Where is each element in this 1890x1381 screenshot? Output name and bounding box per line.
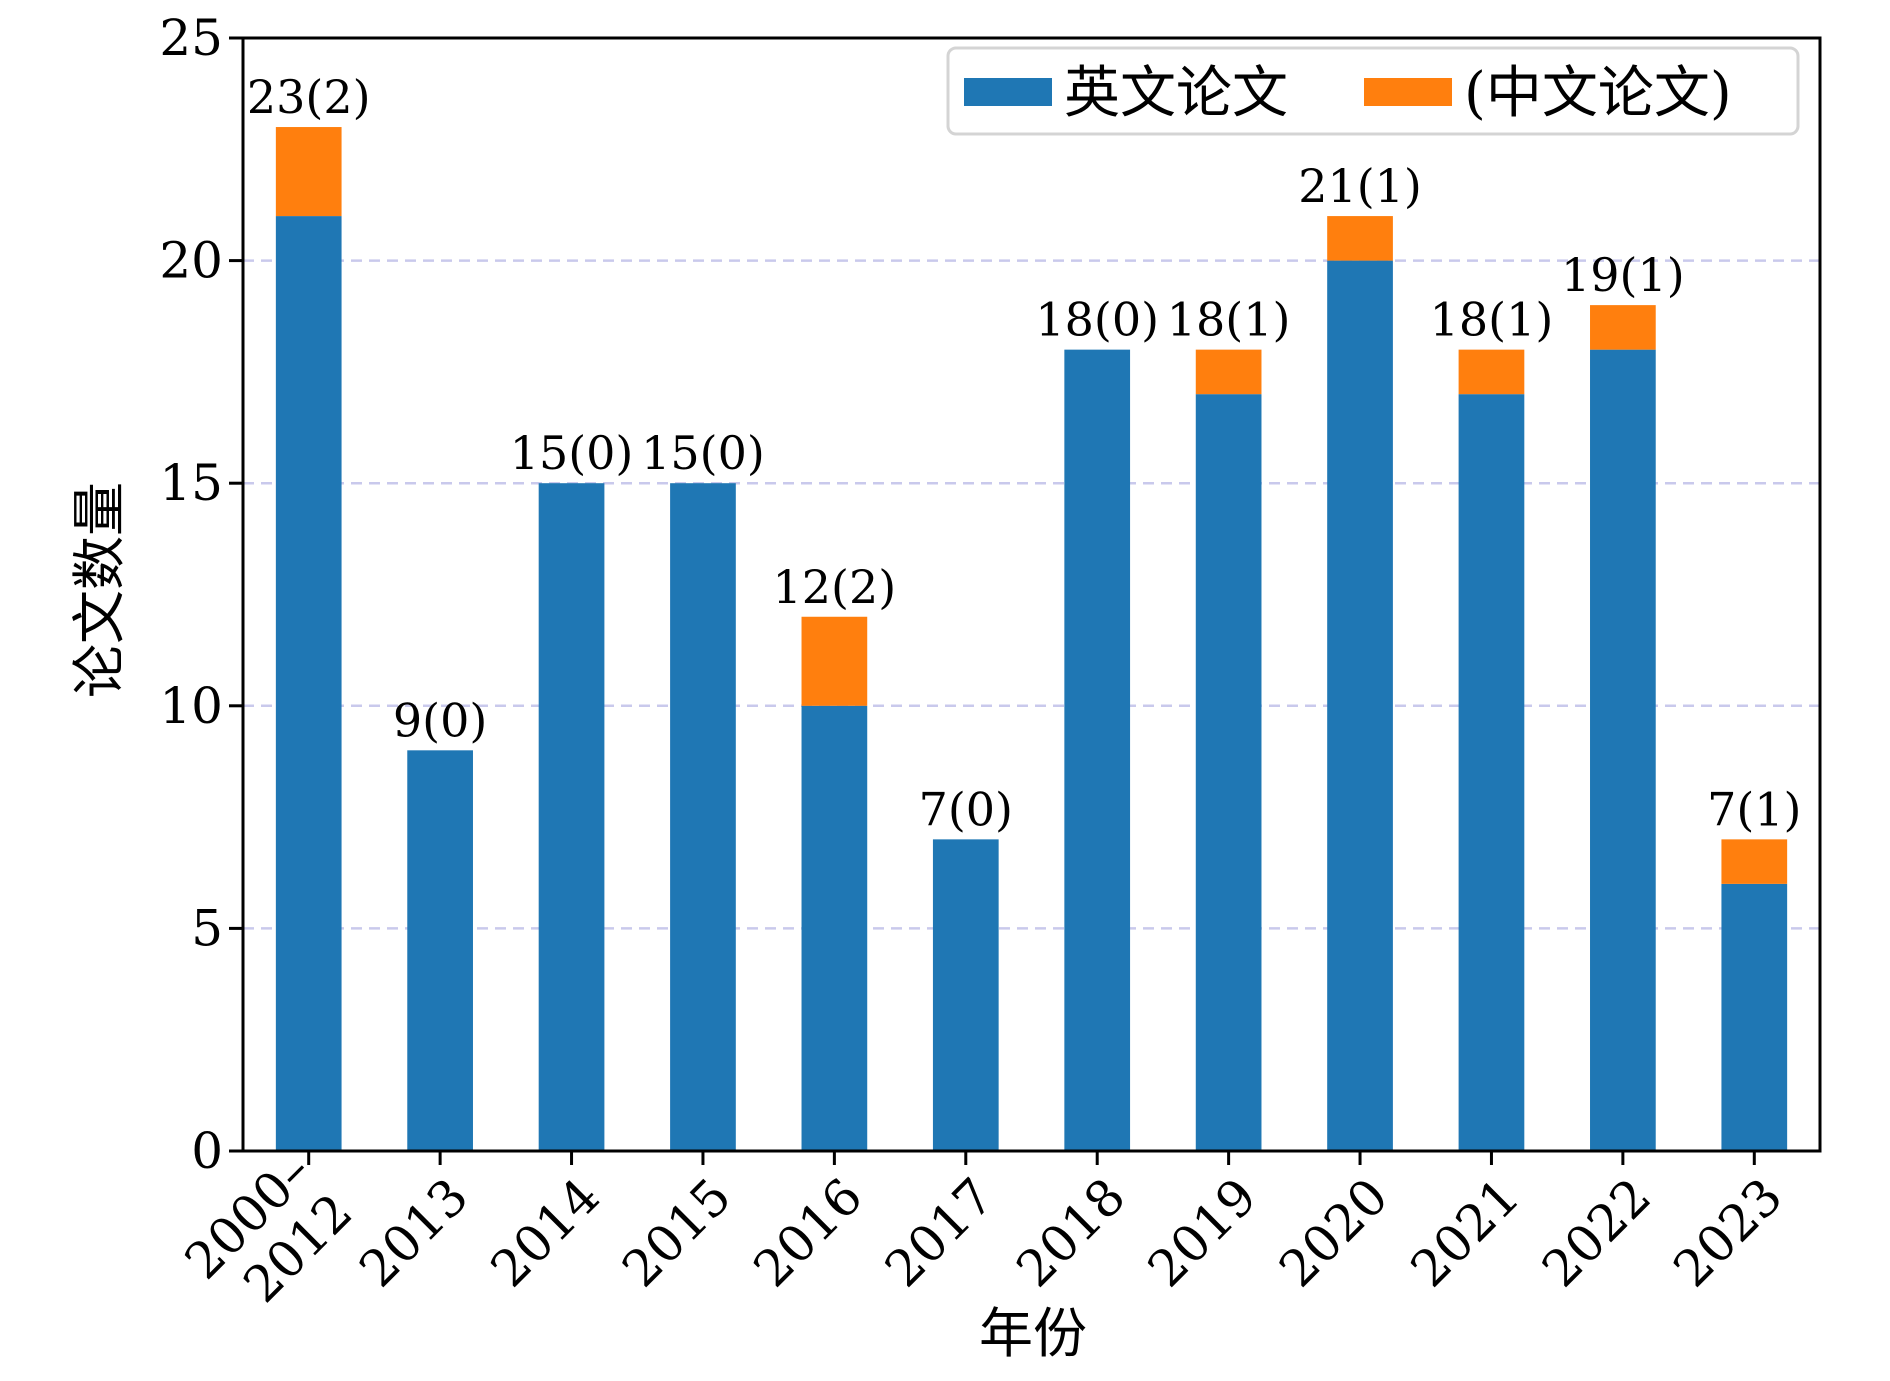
x-tick-label-line: 2013 (348, 1167, 479, 1298)
data-label: 23(2) (247, 70, 371, 124)
x-tick-label: 2019 (1137, 1167, 1268, 1298)
bar-english (932, 839, 999, 1151)
y-tick-label: 15 (159, 454, 223, 512)
bar-english (1327, 260, 1393, 1152)
data-label: 15(0) (510, 426, 634, 480)
x-tick-label: 2018 (1005, 1167, 1136, 1298)
x-tick-label-line: 2022 (1531, 1167, 1662, 1298)
bar-english (801, 705, 868, 1151)
bar-chinese (1327, 216, 1393, 261)
data-label: 12(2) (773, 560, 897, 614)
data-label: 9(0) (393, 693, 487, 747)
x-axis-title: 年份 (979, 1302, 1087, 1365)
bar-chinese (1590, 305, 1656, 350)
x-tick-label: 2014 (480, 1167, 611, 1298)
data-label: 18(1) (1167, 293, 1291, 347)
y-axis-title: 论文数量 (68, 482, 131, 698)
bar-chinese (801, 616, 868, 706)
data-label: 15(0) (641, 426, 765, 480)
bar-english (538, 483, 605, 1151)
bar-english (1590, 349, 1656, 1151)
data-label: 21(1) (1298, 159, 1422, 213)
bar-english (1064, 349, 1131, 1151)
x-tick-label: 2015 (611, 1167, 742, 1298)
x-tick-label-line: 2018 (1005, 1167, 1136, 1298)
x-tick-label-line: 2016 (743, 1167, 874, 1298)
bar-english (670, 483, 736, 1151)
legend-label: (中文论文) (1464, 61, 1732, 126)
x-tick-label-line: 2023 (1663, 1167, 1794, 1298)
plot-frame (241, 36, 1822, 1153)
legend-swatch (1364, 78, 1452, 106)
x-tick-label: 2020 (1268, 1167, 1399, 1298)
data-label: 19(1) (1561, 248, 1685, 302)
bar-chinese (275, 127, 342, 217)
x-tick-label: 2017 (874, 1167, 1005, 1298)
y-tick-label: 25 (159, 9, 223, 67)
bar-english (275, 216, 342, 1151)
y-tick-label: 10 (159, 677, 223, 735)
data-label: 18(1) (1430, 293, 1554, 347)
x-tick-label-line: 2021 (1400, 1167, 1531, 1298)
x-tick-label-line: 2020 (1268, 1167, 1399, 1298)
y-tick-label: 5 (191, 899, 223, 957)
bar-english (407, 750, 473, 1151)
x-tick-label-line: 2014 (480, 1167, 611, 1298)
x-tick-label: 2023 (1663, 1167, 1794, 1298)
bar-english (1195, 394, 1262, 1151)
data-label: 7(1) (1707, 782, 1801, 836)
bar-english (1721, 883, 1788, 1151)
data-label: 18(0) (1035, 293, 1159, 347)
legend-label: 英文论文 (1064, 61, 1288, 126)
x-tick-label: 2022 (1531, 1167, 1662, 1298)
bar-chinese (1458, 349, 1525, 395)
x-tick-label: 2013 (348, 1167, 479, 1298)
bar-chinese (1721, 839, 1788, 884)
x-tick-label-line: 2017 (874, 1167, 1005, 1298)
y-tick-label: 20 (159, 232, 223, 290)
x-tick-label-line: 2015 (611, 1167, 742, 1298)
x-tick-label: 2016 (743, 1167, 874, 1298)
bar-english (1458, 394, 1525, 1151)
x-tick-label: 2021 (1400, 1167, 1531, 1298)
y-tick-label: 0 (191, 1122, 223, 1180)
data-label: 7(0) (919, 782, 1013, 836)
bar-chinese (1195, 349, 1262, 395)
legend-swatch (964, 78, 1052, 106)
x-tick-label-line: 2019 (1137, 1167, 1268, 1298)
